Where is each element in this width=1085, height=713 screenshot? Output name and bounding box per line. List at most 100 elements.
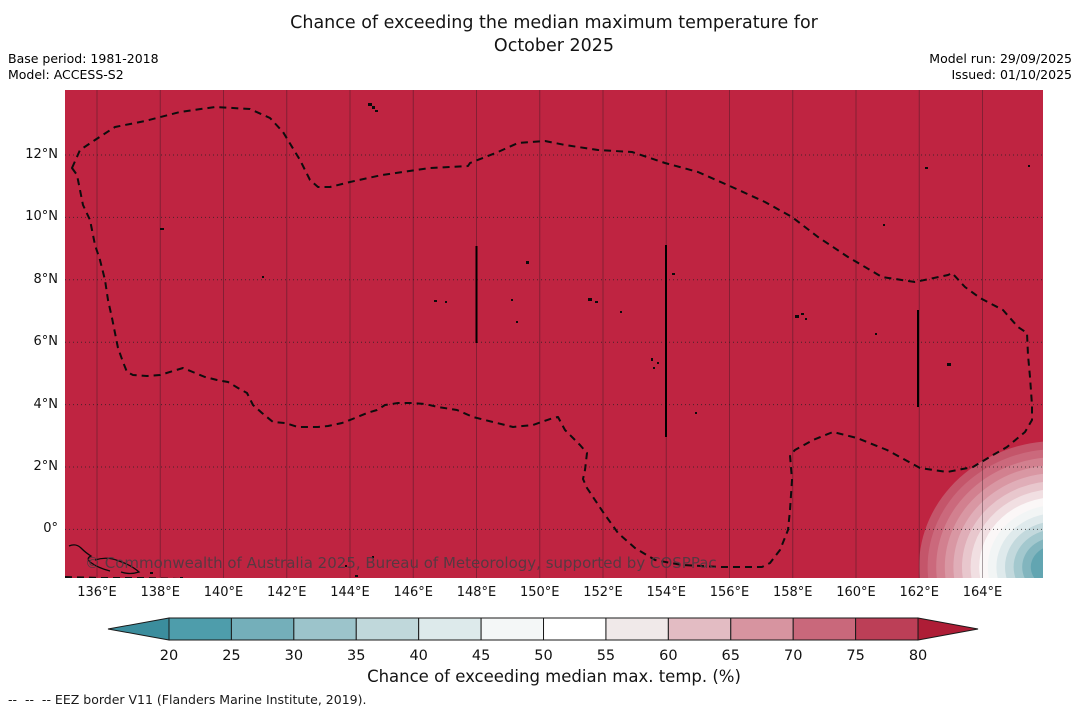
y-tick-label: 10°N: [25, 209, 58, 225]
x-tick-label: 138°E: [140, 585, 181, 600]
island-mark: [1028, 165, 1030, 167]
x-tick-label: 154°E: [646, 585, 687, 600]
y-tick-label: 4°N: [33, 396, 59, 412]
colorbar-segment: [730, 617, 794, 641]
colorbar-segment: [168, 617, 232, 641]
island-mark: [651, 358, 653, 361]
island-mark: [526, 261, 529, 264]
island-mark: [345, 565, 347, 567]
island-outline: [94, 557, 141, 575]
colorbar-segment: [230, 617, 295, 641]
x-tick-label: 144°E: [330, 585, 370, 600]
island-mark: [372, 106, 375, 109]
x-tick-label: 164°E: [962, 585, 1003, 600]
probability-map: © Commonwealth of Australia 2025, Bureau…: [65, 90, 1043, 578]
chart-title-line1: Chance of exceeding the median maximum t…: [290, 13, 818, 33]
island-mark: [434, 300, 437, 302]
y-tick-label: 12°N: [25, 147, 58, 162]
meta-run-issued: Model run: 29/09/2025 Issued: 01/10/2025: [929, 51, 1072, 83]
island-mark: [595, 301, 598, 303]
colorbar-segment: [855, 617, 919, 641]
island-mark: [511, 299, 513, 301]
colorbar-tick-label: 45: [472, 648, 490, 664]
colorbar-tick-label: 75: [846, 648, 864, 664]
island-mark: [160, 228, 164, 230]
island-mark: [262, 276, 264, 278]
colorbar-tick-label: 55: [597, 648, 615, 664]
colorbar-under-arrow: [107, 617, 170, 641]
colorbar-tick-label: 70: [784, 648, 802, 664]
island-mark: [875, 333, 877, 335]
x-tick-label: 146°E: [393, 585, 434, 600]
colorbar-segment: [293, 617, 357, 641]
colorbar-tick-label: 40: [409, 648, 427, 664]
low-chance-contour-blob: [919, 441, 1043, 578]
x-tick-label: 148°E: [456, 585, 497, 600]
chart-title-line2: October 2025: [493, 36, 615, 56]
island-mark: [925, 167, 928, 169]
eez-footnote: -- -- -- EEZ border V11 (Flanders Marine…: [8, 692, 367, 707]
island-mark: [620, 311, 622, 313]
island-mark: [445, 301, 447, 303]
colorbar-segment: [667, 617, 732, 641]
island-mark: [355, 575, 358, 577]
chart-title: Chance of exceeding the median maximum t…: [65, 12, 1043, 58]
x-tick-label: 156°E: [709, 585, 750, 600]
colorbar-tick-label: 20: [160, 648, 178, 664]
colorbar-segment: [605, 617, 669, 641]
base-period-text: Base period: 1981-2018: [8, 51, 159, 66]
island-mark: [653, 367, 655, 369]
x-tick-label: 152°E: [583, 585, 623, 600]
colorbar-tick-label: 30: [285, 648, 303, 664]
island-outline: [68, 544, 111, 572]
model-text: Model: ACCESS-S2: [8, 67, 124, 82]
model-run-text: Model run: 29/09/2025: [929, 51, 1072, 66]
y-tick-label: 6°N: [33, 334, 59, 350]
colorbar: 20 25 30 35 40 45 50 55 60 65 70 75 80: [107, 617, 979, 664]
island-marks: [68, 103, 1030, 578]
island-mark: [588, 298, 592, 301]
colorbar-label: Chance of exceeding median max. temp. (%…: [367, 667, 741, 686]
island-mark: [795, 315, 799, 318]
bottom-edge-border-line: [65, 576, 181, 578]
island-mark: [368, 103, 372, 106]
island-mark: [805, 318, 807, 320]
colorbar-segment: [418, 617, 482, 641]
colorbar-tick-label: 35: [347, 648, 365, 664]
eez-border-line: [71, 106, 1033, 568]
x-tick-label: 142°E: [266, 585, 307, 600]
issued-text: Issued: 01/10/2025: [951, 67, 1073, 82]
island-mark: [657, 362, 659, 364]
x-tick-label: 158°E: [772, 585, 813, 600]
meta-base-period-model: Base period: 1981-2018 Model: ACCESS-S2: [8, 51, 159, 83]
island-mark: [672, 273, 675, 275]
island-mark: [801, 313, 804, 315]
island-mark: [180, 577, 183, 578]
island-mark: [375, 110, 378, 112]
contour-band: [1030, 548, 1043, 578]
colorbar-tick-label: 80: [909, 648, 927, 664]
y-tick-label: 0°: [43, 521, 58, 537]
y-tick-label: 2°N: [33, 459, 59, 474]
island-mark: [695, 412, 697, 414]
island-mark: [372, 556, 374, 558]
colorbar-tick-label: 25: [222, 648, 240, 664]
island-mark: [883, 224, 885, 226]
copyright-watermark: © Commonwealth of Australia 2025, Bureau…: [85, 554, 717, 572]
x-tick-label: 140°E: [203, 585, 244, 600]
y-tick-label: 8°N: [33, 271, 59, 287]
colorbar-segment: [792, 617, 857, 641]
x-tick-label: 136°E: [77, 585, 117, 600]
island-mark: [150, 572, 153, 574]
island-mark: [516, 321, 518, 323]
colorbar-over-arrow: [917, 617, 979, 641]
island-mark: [947, 363, 951, 366]
x-tick-label: 162°E: [899, 585, 940, 600]
map-plot-area: © Commonwealth of Australia 2025, Bureau…: [65, 90, 1043, 578]
colorbar-segment: [543, 617, 607, 641]
colorbar-tick-label: 50: [534, 648, 552, 664]
colorbar-tick-label: 65: [722, 648, 740, 664]
colorbar-tick-label: 60: [659, 648, 677, 664]
colorbar-segment: [355, 617, 420, 641]
